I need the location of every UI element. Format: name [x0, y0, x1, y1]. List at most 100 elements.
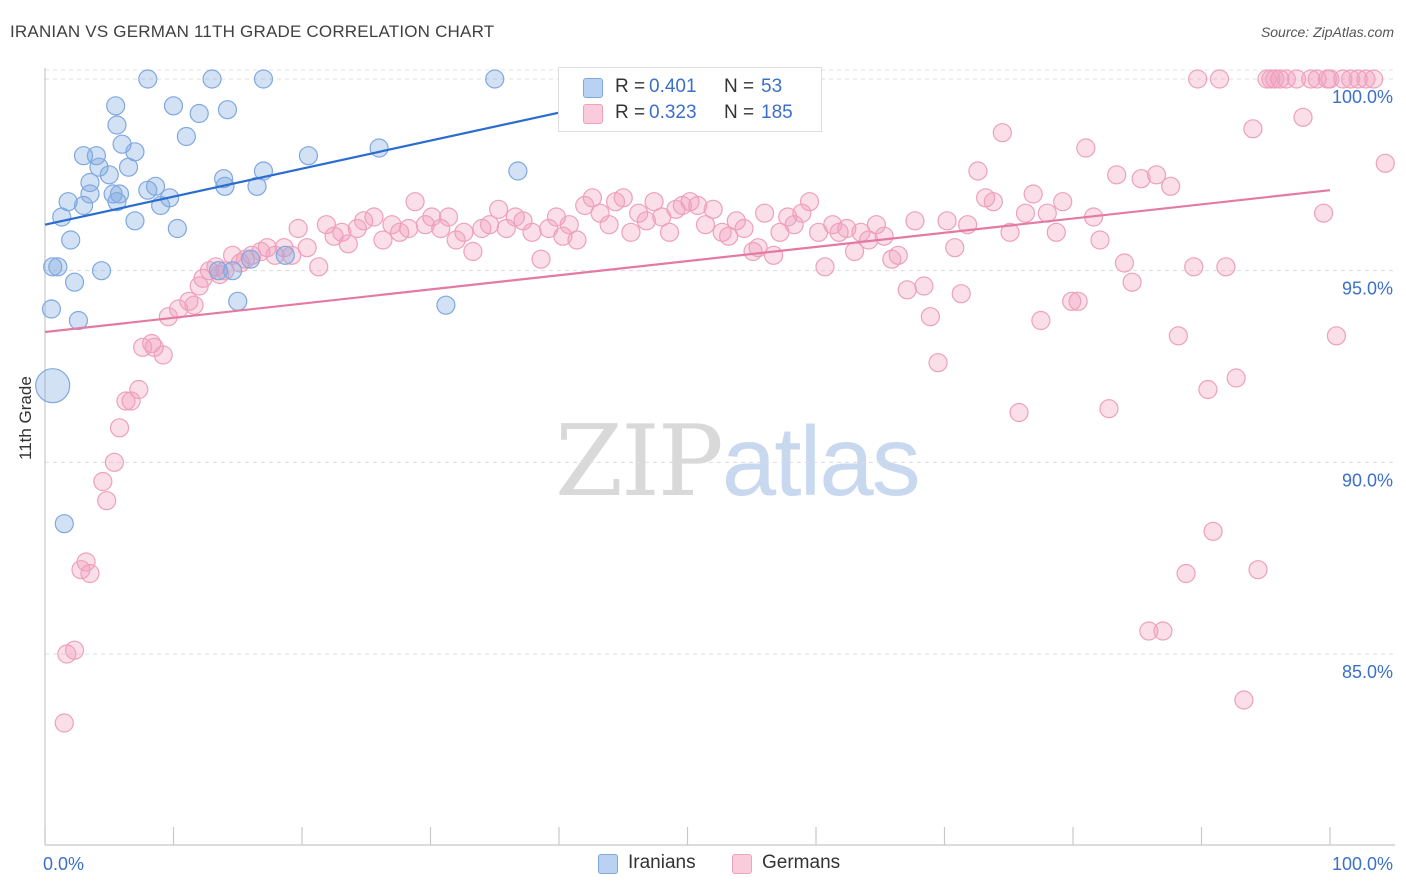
data-point-iranians	[80, 172, 100, 193]
data-point-germans	[703, 199, 723, 219]
series-iranians	[35, 69, 528, 534]
data-point-iranians	[106, 96, 126, 116]
data-point-germans	[837, 218, 857, 239]
data-point-germans	[332, 222, 352, 242]
data-point-germans	[888, 245, 908, 265]
data-point-germans	[282, 245, 302, 265]
data-point-germans	[1234, 690, 1254, 710]
data-point-germans	[1068, 291, 1088, 311]
legend-n-label: N =	[724, 102, 755, 123]
data-point-germans	[215, 261, 235, 281]
source-label: Source: ZipAtlas.com	[1260, 24, 1394, 40]
data-point-germans	[1009, 402, 1029, 423]
data-point-germans	[1184, 257, 1204, 277]
data-point-iranians	[176, 126, 196, 147]
data-point-germans	[937, 211, 957, 231]
x-tick-label-start: 0.0%	[43, 854, 84, 874]
data-point-germans	[522, 222, 542, 242]
data-point-germans	[1053, 192, 1073, 212]
data-point-iranians	[91, 261, 112, 281]
tick-labels: 85.0% 90.0% 95.0% 100.0% 0.0% 100.0%	[43, 87, 1393, 874]
data-point-germans	[799, 192, 820, 212]
data-point-germans	[792, 203, 812, 223]
data-point-germans	[874, 226, 894, 246]
legend-swatch-germans	[583, 104, 603, 124]
data-point-germans	[1037, 203, 1057, 223]
data-point-germans	[93, 471, 113, 492]
data-point-germans	[104, 452, 124, 472]
data-point-germans	[1046, 222, 1066, 242]
data-point-iranians	[80, 184, 100, 204]
data-point-germans	[719, 226, 739, 246]
data-point-germans	[431, 218, 451, 239]
data-point-germans	[1317, 69, 1338, 89]
data-point-iranians	[99, 165, 119, 185]
trend-line-germans	[44, 189, 1331, 334]
data-point-germans	[553, 226, 573, 246]
data-point-germans	[1099, 399, 1119, 419]
data-point-iranians	[73, 195, 94, 216]
data-point-germans	[76, 552, 96, 572]
data-point-germans	[695, 215, 716, 235]
data-point-germans	[613, 188, 633, 208]
data-point-germans	[1031, 310, 1051, 331]
data-point-germans	[778, 207, 798, 227]
data-point-germans	[897, 280, 917, 300]
data-point-germans	[1340, 69, 1361, 89]
bottom-legend-label-iranians: Iranians	[628, 852, 696, 873]
data-point-germans	[945, 238, 965, 258]
legend-r-value-iranians: 0.401	[649, 76, 697, 97]
series-germans	[54, 69, 1395, 733]
data-point-germans	[784, 215, 804, 235]
data-point-germans	[1139, 621, 1159, 641]
data-point-germans	[223, 245, 243, 265]
data-point-germans	[80, 563, 100, 584]
data-point-germans	[928, 353, 948, 373]
data-point-germans	[743, 241, 763, 262]
data-point-iranians	[223, 261, 243, 281]
data-point-germans	[1161, 176, 1181, 196]
y-tick-label: 100.0%	[1332, 87, 1393, 107]
data-point-germans	[1146, 165, 1167, 185]
data-point-germans	[405, 192, 425, 212]
data-point-germans	[184, 295, 204, 315]
data-point-germans	[364, 207, 384, 227]
data-point-germans	[983, 192, 1003, 212]
data-point-germans	[129, 379, 149, 400]
data-point-iranians	[217, 100, 238, 120]
data-point-iranians	[107, 192, 127, 212]
data-point-iranians	[241, 249, 261, 269]
data-point-germans	[316, 215, 337, 235]
legend-r-label: R =	[615, 102, 646, 123]
data-point-iranians	[436, 295, 456, 315]
data-point-germans	[354, 211, 374, 231]
data-point-iranians	[275, 245, 295, 265]
data-point-germans	[1122, 272, 1142, 292]
data-point-germans	[1062, 291, 1082, 311]
data-point-germans	[1198, 379, 1218, 400]
data-point-germans	[1356, 69, 1376, 89]
data-point-germans	[97, 491, 117, 511]
data-point-germans	[763, 245, 784, 265]
data-point-germans	[415, 215, 435, 235]
data-point-germans	[1216, 257, 1236, 277]
data-point-iranians	[125, 211, 145, 231]
data-point-germans	[454, 222, 474, 242]
legend-n-value-iranians: 53	[761, 76, 783, 97]
data-point-germans	[621, 222, 641, 242]
data-point-germans	[1188, 69, 1208, 89]
legend-n-value-germans: 185	[761, 102, 793, 123]
data-point-germans	[567, 230, 587, 250]
data-point-germans	[726, 211, 746, 231]
data-point-iranians	[35, 368, 71, 404]
data-point-iranians	[43, 257, 63, 277]
data-point-germans	[659, 222, 680, 242]
data-point-germans	[1301, 69, 1321, 89]
data-point-germans	[297, 238, 317, 258]
legend-n-label: N =	[724, 76, 755, 97]
data-point-germans	[1131, 169, 1151, 189]
data-point-germans	[230, 253, 250, 273]
data-point-iranians	[89, 157, 109, 177]
data-point-germans	[823, 215, 843, 235]
